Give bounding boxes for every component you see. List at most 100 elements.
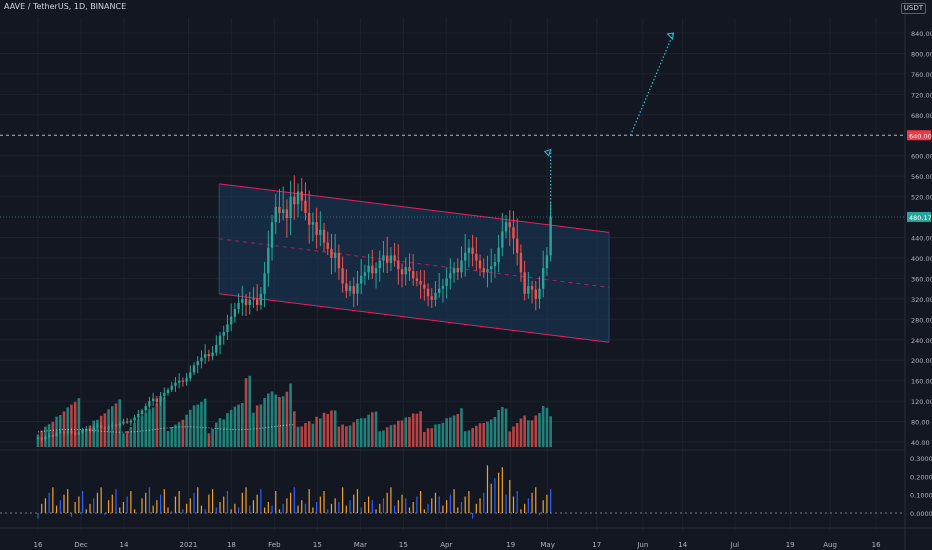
- volume-bar: [449, 417, 452, 447]
- candle-body: [81, 429, 84, 433]
- volume-bar: [122, 433, 125, 447]
- candle-body: [278, 206, 281, 213]
- volume-bar: [162, 397, 166, 447]
- volume-bar: [382, 430, 385, 447]
- volume-bar: [36, 434, 40, 447]
- volume-bar: [549, 416, 552, 447]
- price-tick-label: 800.00: [911, 50, 932, 58]
- volume-bar: [73, 401, 77, 447]
- date-tick-label: Jul: [730, 541, 740, 549]
- volume-bar: [174, 424, 177, 447]
- candle-body: [111, 424, 114, 427]
- volume-bar: [307, 421, 311, 447]
- volume-bar: [404, 417, 408, 447]
- candle-body: [489, 266, 493, 270]
- candle-body: [400, 269, 404, 275]
- volume-bar: [508, 431, 512, 447]
- candle-body: [285, 209, 289, 219]
- volume-bar: [96, 419, 99, 447]
- candle-body: [538, 288, 541, 299]
- volume-bar: [62, 411, 66, 447]
- volume-bar: [489, 419, 493, 447]
- price-tick-label: 240.00: [911, 337, 932, 345]
- volume-bar: [359, 418, 363, 447]
- volume-bar: [270, 391, 274, 447]
- volume-bar: [211, 429, 214, 447]
- volume-bar: [92, 420, 96, 447]
- candle-body: [137, 413, 140, 418]
- candle-body: [47, 435, 51, 437]
- volume-bar: [148, 408, 151, 447]
- price-tick-label: 400.00: [911, 255, 932, 263]
- candle-body: [241, 298, 244, 303]
- volume-bar: [434, 424, 437, 447]
- candle-body: [467, 247, 471, 253]
- volume-bar: [330, 410, 333, 447]
- level-640-marker: [907, 130, 931, 141]
- volume-bar: [125, 431, 129, 447]
- volume-bar: [408, 417, 411, 447]
- volume-bar: [311, 423, 315, 447]
- currency-badge[interactable]: USDT: [900, 3, 926, 14]
- candle-body: [311, 222, 315, 225]
- volume-bar: [170, 427, 174, 447]
- candle-body: [322, 229, 326, 243]
- volume-bar: [200, 401, 203, 447]
- volume-bar: [159, 398, 162, 447]
- volume-bar: [278, 397, 281, 447]
- volume-bar: [456, 414, 460, 447]
- volume-bar: [467, 430, 471, 447]
- volume-bar: [70, 404, 73, 447]
- candle-body: [92, 426, 95, 431]
- candle-body: [55, 432, 58, 436]
- candle-body: [408, 267, 411, 272]
- volume-bar: [136, 419, 140, 447]
- volume-bar: [426, 428, 430, 447]
- channel-upper-line: [219, 183, 610, 233]
- volume-bar: [341, 424, 344, 447]
- volume-bar: [241, 403, 244, 447]
- volume-bar: [229, 409, 233, 447]
- level-640-label: 640.00: [909, 132, 932, 140]
- volume-bar: [196, 404, 200, 447]
- candle-body: [51, 435, 55, 437]
- candle-body: [144, 406, 147, 411]
- candle-body: [255, 298, 259, 305]
- candle-body: [40, 437, 43, 440]
- candle-body: [307, 212, 311, 225]
- price-tick-label: 360.00: [911, 275, 932, 283]
- candle-body: [174, 382, 177, 386]
- volume-bar: [356, 419, 359, 447]
- candle-body: [430, 296, 433, 300]
- date-tick-label: Feb: [268, 541, 281, 549]
- candle-body: [129, 420, 133, 423]
- volume-bar: [333, 410, 337, 447]
- projection-arrowhead-1: [543, 148, 552, 157]
- volume-bar: [475, 425, 478, 447]
- volume-bar: [363, 418, 367, 447]
- date-tick-label: 17: [592, 541, 601, 549]
- candle-body: [523, 272, 526, 294]
- volume-bar: [319, 418, 322, 447]
- channel-lower-line: [219, 293, 610, 343]
- volume-bar: [66, 407, 70, 447]
- candle-body: [85, 428, 88, 430]
- candle-body: [177, 380, 181, 383]
- volume-bar: [203, 398, 207, 447]
- volume-bar: [337, 426, 341, 447]
- candle-body: [530, 286, 534, 290]
- candle-body: [415, 278, 419, 281]
- volume-bar: [501, 407, 504, 447]
- volume-bar: [263, 398, 266, 447]
- candle-body: [541, 268, 545, 289]
- candle-body: [426, 288, 430, 297]
- candle-body: [527, 286, 530, 294]
- volume-bar: [378, 431, 382, 447]
- candle-body: [411, 271, 415, 279]
- volume-bar: [181, 419, 185, 447]
- volume-bar: [545, 407, 549, 447]
- candle-body: [218, 335, 222, 345]
- candle-body: [259, 293, 263, 305]
- candle-body: [486, 269, 489, 273]
